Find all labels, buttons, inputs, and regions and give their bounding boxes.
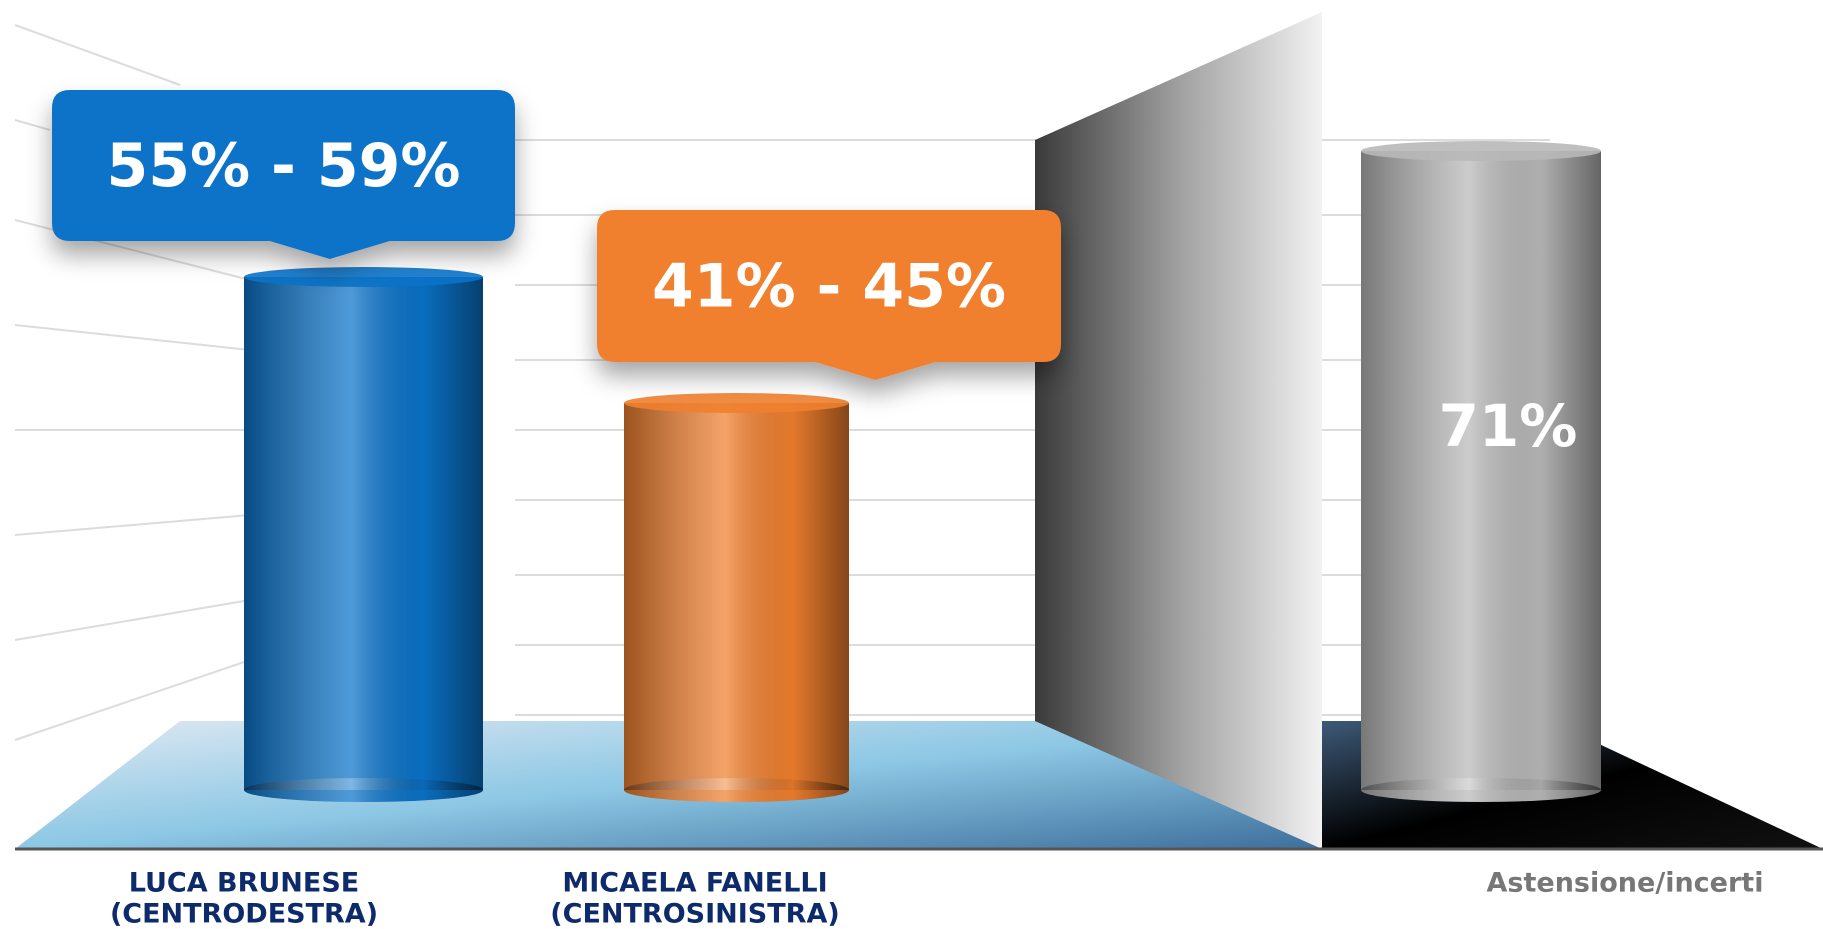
divider-panel bbox=[1035, 12, 1322, 849]
bar-top bbox=[1361, 141, 1601, 161]
category-label: (CENTROSINISTRA) bbox=[550, 899, 839, 929]
value-label: 41% - 45% bbox=[652, 252, 1006, 322]
bar-shading bbox=[244, 277, 483, 790]
callout bbox=[52, 90, 515, 259]
category-label: MICAELA FANELLI bbox=[562, 868, 827, 899]
value-label: 55% - 59% bbox=[107, 131, 461, 201]
bar-shading bbox=[1361, 151, 1601, 790]
bar-top bbox=[624, 393, 849, 413]
bar-top bbox=[244, 267, 483, 287]
value-label: 71% bbox=[1439, 392, 1578, 460]
category-label: LUCA BRUNESE bbox=[129, 868, 360, 899]
bar-shading bbox=[624, 403, 849, 790]
bar-bottom-shade bbox=[244, 778, 483, 802]
category-label: Astensione/incerti bbox=[1487, 868, 1764, 899]
category-label: (CENTRODESTRA) bbox=[110, 899, 378, 929]
bar-bottom-shade bbox=[624, 778, 849, 802]
bar-bottom-shade bbox=[1361, 778, 1601, 802]
callout bbox=[597, 210, 1061, 380]
